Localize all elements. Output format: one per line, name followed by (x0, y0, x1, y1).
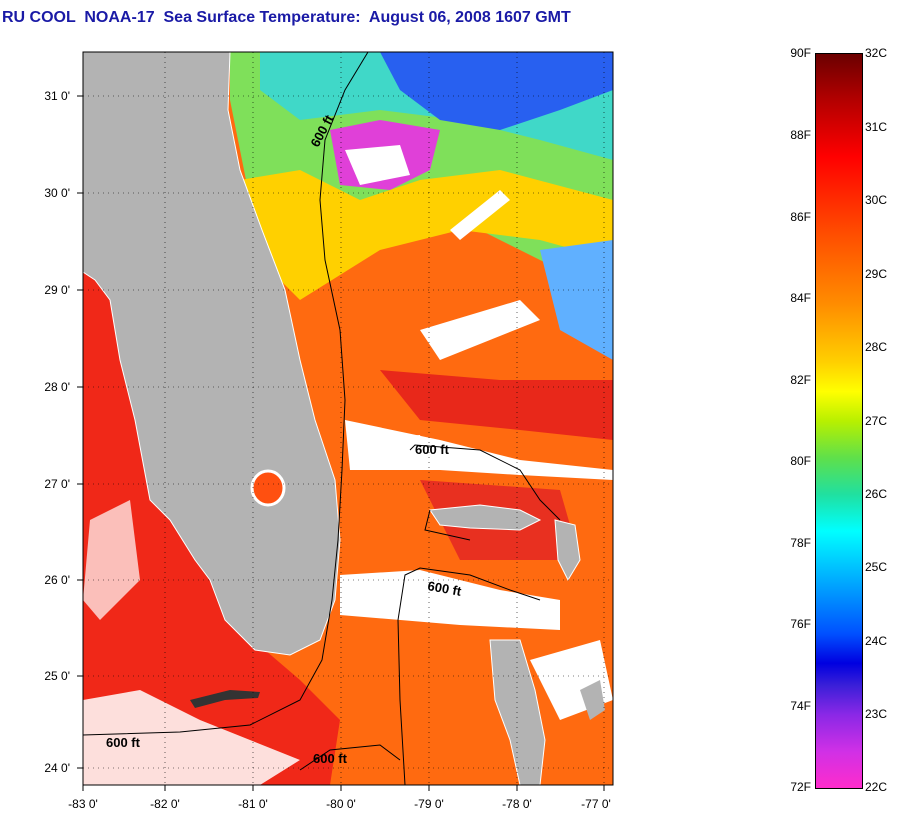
isobath-south (299, 744, 401, 771)
warm-band (240, 170, 613, 300)
map-frame (82, 51, 614, 786)
contour-label: 600 ft (106, 735, 141, 750)
colorbar-f-label: 86F (790, 210, 811, 224)
colorbar-f-label: 84F (790, 291, 811, 305)
map-area: 600 ft 600 ft 600 ft 600 ft 600 ft (83, 52, 613, 785)
isobath-andros (397, 567, 541, 785)
lon-tick-label: -79 0' (414, 797, 444, 811)
cloud-streak-2 (450, 190, 510, 240)
cool-east (540, 240, 613, 360)
lat-tick-label: 24 0' (44, 761, 70, 775)
colorbar-f-label: 88F (790, 128, 811, 142)
colorbar-f-label: 82F (790, 373, 811, 387)
land-keys (190, 690, 260, 708)
lon-tick-label: -80 0' (326, 797, 356, 811)
lat-tick-label: 25 0' (44, 669, 70, 683)
cloud-streak (420, 300, 540, 360)
lat-tick-label: 29 0' (44, 283, 70, 297)
colorbar-f-label: 76F (790, 617, 811, 631)
colorbar-c-label: 23C (865, 707, 888, 721)
colorbar-f-label: 78F (790, 536, 811, 550)
lat-tick-label: 27 0' (44, 477, 70, 491)
colorbar-c-label: 24C (865, 634, 888, 648)
page-title: RU COOL NOAA-17 Sea Surface Temperature:… (2, 9, 571, 26)
lon-tick-label: -83 0' (68, 797, 98, 811)
lon-tick-label: -78 0' (502, 797, 532, 811)
lon-tick-label: -81 0' (238, 797, 268, 811)
tick-marks (77, 95, 605, 791)
land-islet (580, 680, 605, 720)
contour-label: 600 ft (415, 442, 450, 457)
lat-tick-label: 26 0' (44, 573, 70, 587)
colorbar-c-label: 28C (865, 340, 888, 354)
cloud-band-2 (340, 570, 560, 630)
colorbar-c-label: 22C (865, 780, 888, 794)
isobath-florida (83, 52, 369, 736)
warm-water-gulfstream (380, 370, 613, 440)
lon-tick-label: -82 0' (150, 797, 180, 811)
lat-tick-label: 31 0' (44, 89, 70, 103)
contour-label: 600 ft (313, 751, 348, 766)
land-grand-bahama (429, 504, 542, 531)
colorbar-f-label: 74F (790, 699, 811, 713)
cloud-north (345, 145, 410, 185)
colorbar-f-label: 80F (790, 454, 811, 468)
land-abaco (554, 519, 581, 582)
grid-lines (83, 52, 613, 785)
colorbar-c-label: 30C (865, 193, 888, 207)
contour-label: 600 ft (426, 578, 463, 599)
lon-tick-label: -77 0' (581, 797, 611, 811)
lat-tick-label: 30 0' (44, 186, 70, 200)
colorbar-c-label: 25C (865, 560, 888, 574)
cloud-west (83, 500, 140, 620)
colorbar-c-label: 31C (865, 120, 888, 134)
cloud-patch (350, 435, 430, 470)
lake-okeechobee (250, 469, 286, 507)
cold-water-blue (380, 52, 613, 130)
colorbar-c-label: 29C (865, 267, 888, 281)
colorbar-c-label: 32C (865, 46, 888, 60)
colorbar-f-label: 72F (790, 780, 811, 794)
colorbar-f-label: 90F (790, 46, 811, 60)
cloud-sw (83, 690, 300, 785)
lat-tick-label: 28 0' (44, 380, 70, 394)
temperature-colorbar (815, 53, 863, 789)
isobath-grand-bahama-2 (424, 509, 471, 541)
colorbar-c-label: 26C (865, 487, 888, 501)
colorbar-c-label: 27C (865, 414, 888, 428)
isobath-grand-bahama (409, 444, 561, 521)
